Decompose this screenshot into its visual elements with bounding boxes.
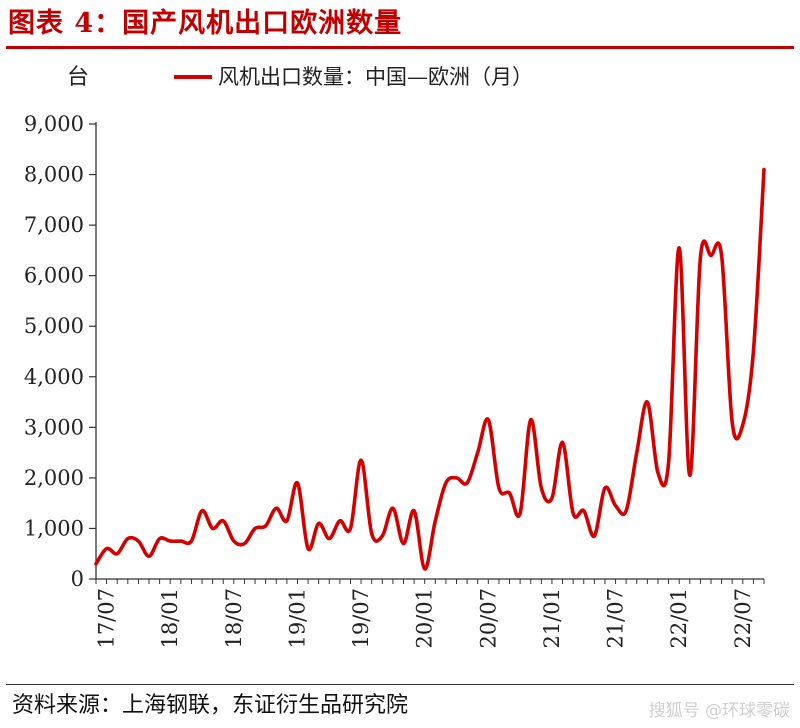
x-tick-label: 18/07 [222,588,246,649]
series-line [94,167,766,571]
x-tick-label: 21/01 [540,588,564,649]
source-note: 资料来源：上海钢联，东证衍生品研究院 [12,693,409,718]
y-tick-label: 4,000 [24,365,84,389]
y-axis: 0 1,000 2,000 3,000 4,000 5,000 6,000 7,000 8,00… [24,65,97,591]
legend-label: 风机出口数量：中国—欧洲（月） [218,65,533,89]
y-tick-label: 1,000 [24,516,84,540]
y-tick-label: 2,000 [24,466,84,490]
y-unit-label: 台 [67,65,89,90]
x-tick-label: 22/07 [731,588,755,649]
x-tick-label: 19/01 [285,588,309,649]
watermark: 搜狐号 @环球零碳 [648,701,790,721]
y-tick-label: 9,000 [24,112,84,136]
x-tick-label: 17/07 [95,588,119,649]
x-tick-label: 21/07 [604,588,628,649]
x-tick-label: 18/01 [158,588,182,649]
y-tick-label: 8,000 [24,163,84,187]
y-tick-label: 5,000 [24,314,84,338]
chart-title: 图表 4：国产风机出口欧洲数量 [8,8,403,39]
y-tick-label: 7,000 [24,213,84,237]
x-tick-label: 19/07 [349,588,373,649]
legend: 风机出口数量：中国—欧洲（月） [174,65,533,89]
x-tick-label: 20/07 [476,588,500,649]
x-tick-label: 20/01 [413,588,437,649]
title-divider [6,46,794,49]
x-tick-label: 22/01 [667,588,691,649]
y-tick-label: 3,000 [24,415,84,439]
series-layer [94,167,766,571]
line-chart: 0 1,000 2,000 3,000 4,000 5,000 6,000 7,000 8,00… [24,65,766,649]
y-tick-label: 6,000 [24,264,84,288]
source-divider [6,684,794,685]
y-tick-label: 0 [71,567,84,591]
x-axis: 17/07 18/01 18/07 19/01 19/07 20/01 20/07 21/01… [95,578,765,649]
